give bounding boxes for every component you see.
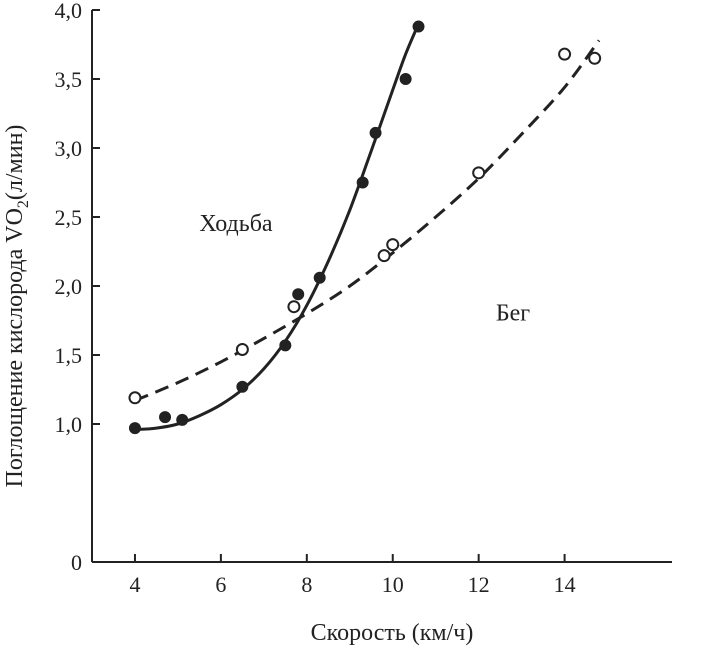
running-data-point <box>558 47 572 61</box>
y-axis-title: Поглощение кислорода VO2(л/мин) <box>2 125 32 488</box>
walking-label: Ходьба <box>199 211 272 237</box>
running-data-point <box>287 300 301 314</box>
x-tick-label: 6 <box>215 572 226 597</box>
y-tick-label: 1,5 <box>55 343 83 368</box>
series-annotations: Ходьба Бег <box>199 211 530 327</box>
walking-data-point <box>412 20 425 33</box>
running-data-point <box>235 342 249 356</box>
walking-data-point <box>236 380 249 393</box>
walking-data-point <box>159 411 172 424</box>
axis-ticks: 4 6 8 10 12 14 0 1,0 1,5 2,0 2,5 3,0 3,5 4,0 <box>55 0 576 597</box>
running-data-point <box>472 166 486 180</box>
walking-data-point <box>176 413 189 426</box>
y-tick-label: 1,0 <box>55 412 83 437</box>
y-axis-title-unit: (л/мин) <box>2 125 28 201</box>
y-tick-label: 2,5 <box>55 205 83 230</box>
x-tick-label: 8 <box>301 572 312 597</box>
series-running <box>128 39 602 405</box>
running-data-point <box>128 391 142 405</box>
y-tick-label: 2,0 <box>55 274 83 299</box>
x-tick-label: 12 <box>468 572 490 597</box>
walking-data-point <box>399 73 412 85</box>
walking-data-point <box>369 126 382 139</box>
x-axis-title: Скорость (км/ч) <box>311 620 474 646</box>
y-axis-title-main: Поглощение кислорода VO <box>2 208 28 487</box>
walking-data-point <box>356 176 369 189</box>
x-tick-label: 14 <box>554 572 576 597</box>
x-tick-label: 4 <box>129 572 140 597</box>
y-axis-title-subscript: 2 <box>15 200 32 208</box>
x-tick-label: 10 <box>382 572 404 597</box>
y-tick-label: 3,0 <box>55 136 83 161</box>
series-layer <box>128 20 602 435</box>
running-fit-line <box>134 39 601 402</box>
y-tick-label: 0 <box>71 550 82 575</box>
series-walking <box>128 20 425 435</box>
walking-data-point <box>292 288 305 301</box>
walking-fit-line <box>134 23 420 431</box>
running-data-point <box>386 238 400 252</box>
walking-data-point <box>313 271 326 284</box>
running-label: Бег <box>496 301 530 327</box>
y-tick-label: 4,0 <box>55 0 83 23</box>
running-data-point <box>588 51 602 65</box>
walking-data-point <box>279 339 292 352</box>
walking-data-point <box>128 422 141 435</box>
y-tick-label: 3,5 <box>55 67 83 92</box>
running-data-point <box>377 249 391 263</box>
